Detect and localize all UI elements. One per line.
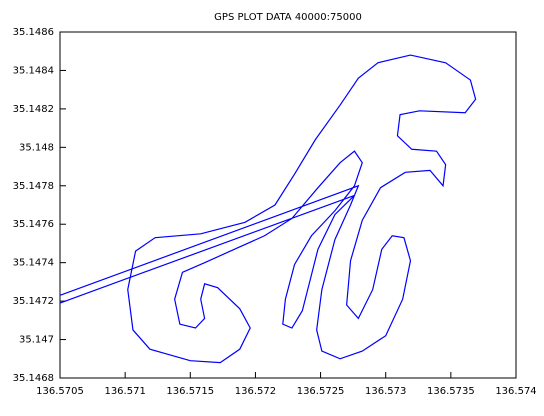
y-tick-label: 35.1482 xyxy=(13,104,54,115)
x-tick-label: 136.573 xyxy=(365,386,406,397)
x-tick-label: 136.572 xyxy=(235,386,276,397)
plot-frame xyxy=(59,31,517,379)
x-tick-label: 136.5725 xyxy=(297,386,345,397)
y-tick-label: 35.1474 xyxy=(13,258,54,269)
y-tick-label: 35.1476 xyxy=(13,219,54,230)
x-tick-label: 136.5735 xyxy=(427,386,475,397)
gps-track xyxy=(59,54,477,364)
y-tick-label: 35.1478 xyxy=(13,181,54,192)
y-tick-label: 35.1468 xyxy=(13,373,54,384)
y-tick-label: 35.1472 xyxy=(13,296,54,307)
chart-title: GPS PLOT DATA 40000:75000 xyxy=(214,12,362,23)
y-tick-label: 35.147 xyxy=(19,335,54,346)
x-tick-label: 136.5705 xyxy=(36,386,84,397)
x-tick-label: 136.571 xyxy=(104,386,145,397)
y-tick-label: 35.1484 xyxy=(13,65,54,76)
y-tick-label: 35.148 xyxy=(19,142,54,153)
x-tick-label: 136.5715 xyxy=(166,386,214,397)
x-tick-label: 136.574 xyxy=(495,386,536,397)
y-tick-label: 35.1486 xyxy=(13,27,54,38)
